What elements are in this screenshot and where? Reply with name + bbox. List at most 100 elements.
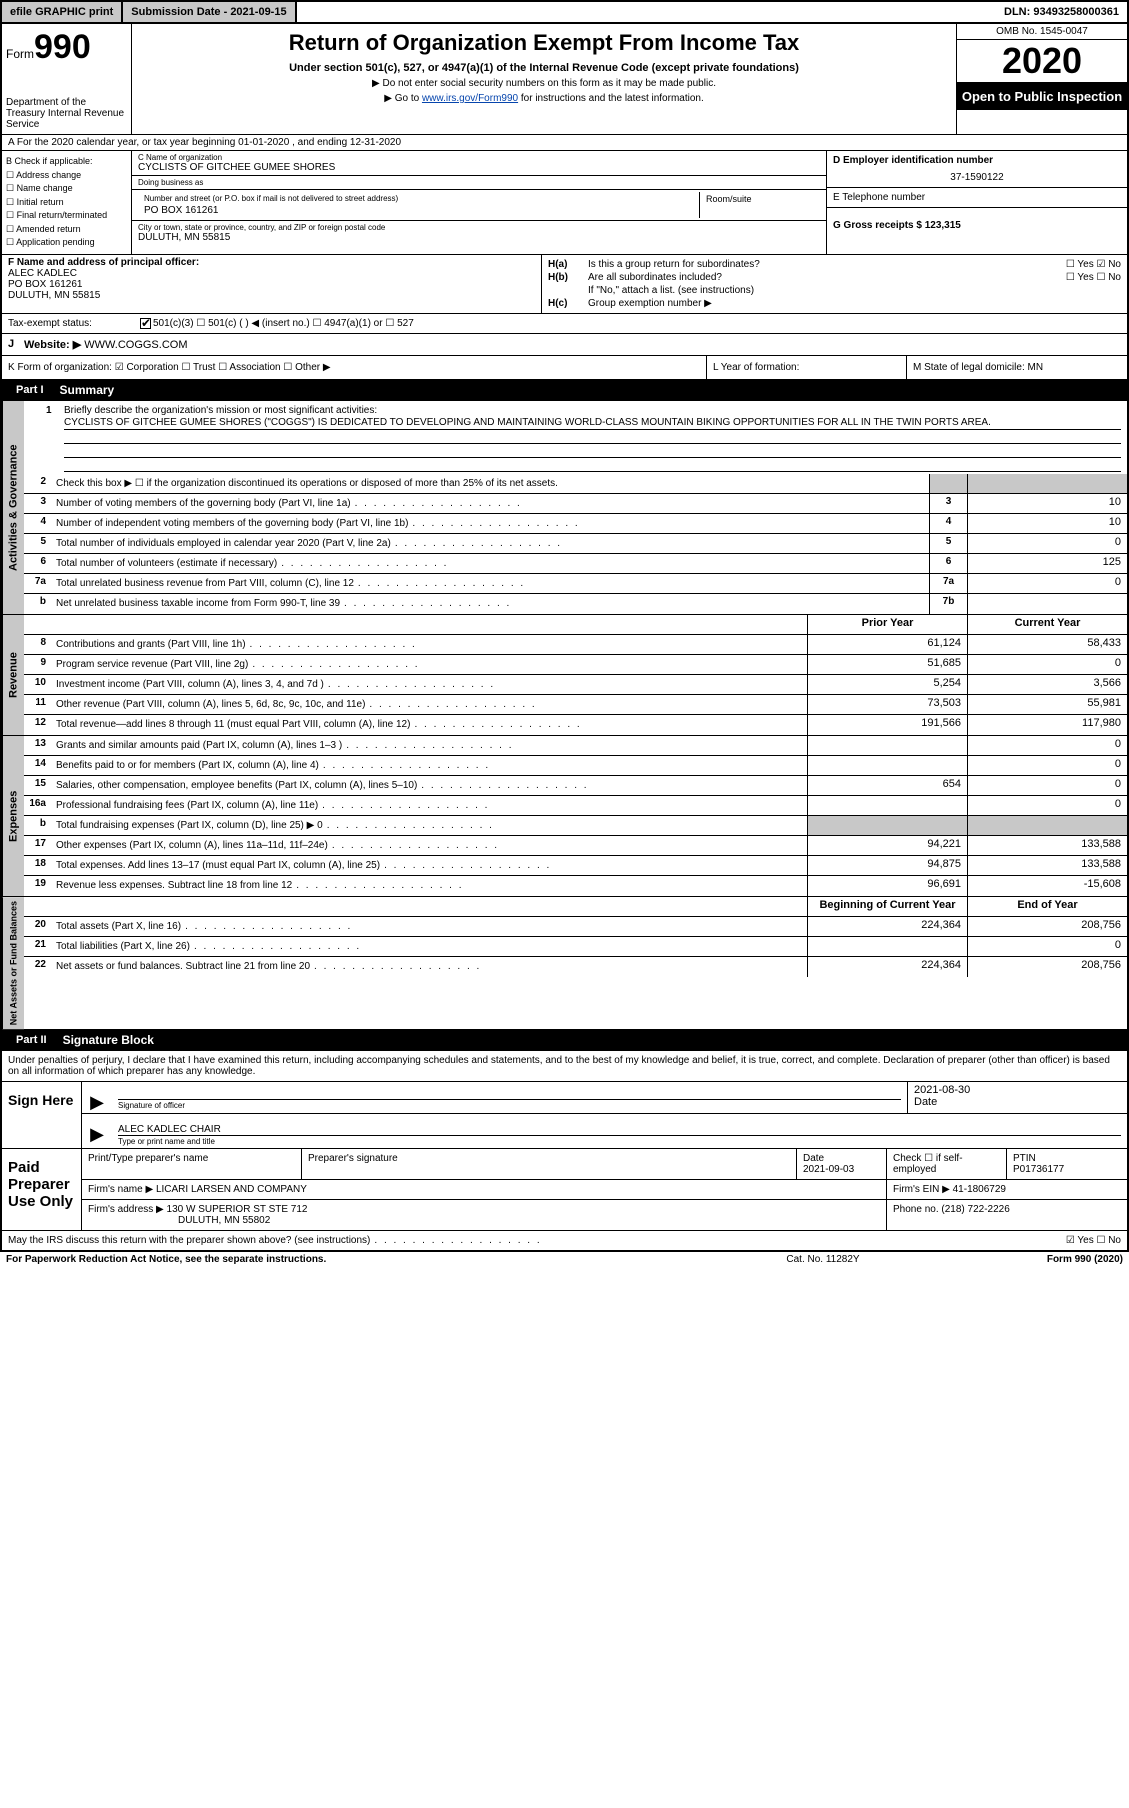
row-num: 20	[24, 917, 52, 936]
row-desc: Grants and similar amounts paid (Part IX…	[52, 736, 807, 755]
current-value: 0	[967, 796, 1127, 815]
prior-value: 94,875	[807, 856, 967, 875]
table-row: 5Total number of individuals employed in…	[24, 534, 1127, 554]
firm-ein: 41-1806729	[953, 1184, 1006, 1195]
row-num: b	[24, 594, 52, 614]
row-desc: Total assets (Part X, line 16)	[52, 917, 807, 936]
officer-name-caption: Type or print name and title	[118, 1136, 1121, 1146]
governance-section: Activities & Governance 1 Briefly descri…	[2, 400, 1127, 614]
sign-here-block: Sign Here ▶ Signature of officer 2021-08…	[2, 1081, 1127, 1148]
row-tax-status: Tax-exempt status: 501(c)(3) ☐ 501(c) ( …	[2, 313, 1127, 333]
hc-label: H(c)	[548, 298, 588, 309]
sign-date-caption: Date	[914, 1096, 1121, 1108]
chk-pending[interactable]: ☐ Application pending	[6, 236, 127, 250]
row-desc: Total fundraising expenses (Part IX, col…	[52, 816, 807, 835]
hb-checkbox[interactable]: ☐ Yes ☐ No	[1011, 272, 1121, 283]
form-note2: ▶ Go to www.irs.gov/Form990 for instruct…	[140, 93, 948, 104]
table-row: 4Number of independent voting members of…	[24, 514, 1127, 534]
row-num: 13	[24, 736, 52, 755]
row-num: 12	[24, 715, 52, 735]
table-row: 7aTotal unrelated business revenue from …	[24, 574, 1127, 594]
open-inspection: Open to Public Inspection	[957, 83, 1127, 110]
firm-ein-label: Firm's EIN ▶	[893, 1184, 950, 1195]
l-year-formation: L Year of formation:	[707, 356, 907, 379]
prior-value	[807, 756, 967, 775]
row-idx: 7b	[929, 594, 967, 614]
current-value: -15,608	[967, 876, 1127, 896]
table-row: 12Total revenue—add lines 8 through 11 (…	[24, 715, 1127, 735]
efile-print-button[interactable]: efile GRAPHIC print	[2, 2, 123, 22]
governance-side-label: Activities & Governance	[2, 401, 24, 614]
row-desc: Number of voting members of the governin…	[52, 494, 929, 513]
row-desc: Total unrelated business revenue from Pa…	[52, 574, 929, 593]
prep-date-val: 2021-09-03	[803, 1164, 854, 1175]
table-row: 20Total assets (Part X, line 16)224,3642…	[24, 917, 1127, 937]
top-bar: efile GRAPHIC print Submission Date - 20…	[0, 0, 1129, 24]
row-num: 5	[24, 534, 52, 553]
discuss-row: May the IRS discuss this return with the…	[2, 1230, 1127, 1250]
prep-name-hdr: Print/Type preparer's name	[82, 1149, 302, 1179]
section-bcde: B Check if applicable: ☐ Address change …	[2, 150, 1127, 254]
chk-501c3[interactable]	[140, 318, 151, 329]
discuss-text: May the IRS discuss this return with the…	[8, 1235, 821, 1246]
room-label: Room/suite	[700, 192, 820, 218]
row-desc: Investment income (Part VIII, column (A)…	[52, 675, 807, 694]
firm-name: LICARI LARSEN AND COMPANY	[156, 1184, 307, 1195]
header-right: OMB No. 1545-0047 2020 Open to Public In…	[957, 24, 1127, 134]
officer-name-title: ALEC KADLEC CHAIR	[118, 1116, 1121, 1136]
col-c-org-info: C Name of organization CYCLISTS OF GITCH…	[132, 151, 827, 254]
chk-final-return[interactable]: ☐ Final return/terminated	[6, 209, 127, 223]
ha-checkbox[interactable]: ☐ Yes ☑ No	[1011, 259, 1121, 270]
row-desc: Contributions and grants (Part VIII, lin…	[52, 635, 807, 654]
prep-self-emp[interactable]: Check ☐ if self-employed	[887, 1149, 1007, 1179]
row-num: b	[24, 816, 52, 835]
chk-address-change[interactable]: ☐ Address change	[6, 169, 127, 183]
officer-addr1: PO BOX 161261	[8, 279, 535, 290]
row-desc: Total revenue—add lines 8 through 11 (mu…	[52, 715, 807, 735]
row-value: 0	[967, 534, 1127, 553]
current-value: 0	[967, 756, 1127, 775]
row-num: 3	[24, 494, 52, 513]
officer-addr2: DULUTH, MN 55815	[8, 290, 535, 301]
hb-note: If "No," attach a list. (see instruction…	[588, 285, 1121, 296]
section-fh: F Name and address of principal officer:…	[2, 254, 1127, 313]
tax-status-label: Tax-exempt status:	[8, 318, 138, 329]
org-name-label: C Name of organization	[138, 153, 820, 162]
signature-intro: Under penalties of perjury, I declare th…	[2, 1050, 1127, 1081]
row-value: 0	[967, 574, 1127, 593]
row-desc: Total liabilities (Part X, line 26)	[52, 937, 807, 956]
chk-amended[interactable]: ☐ Amended return	[6, 223, 127, 237]
row-num: 21	[24, 937, 52, 956]
m-state: M State of legal domicile: MN	[907, 356, 1127, 379]
row-desc: Net unrelated business taxable income fr…	[52, 594, 929, 614]
row-num: 16a	[24, 796, 52, 815]
ha-label: H(a)	[548, 259, 588, 270]
omb-number: OMB No. 1545-0047	[957, 24, 1127, 40]
firm-phone-label: Phone no.	[893, 1204, 939, 1215]
note2-post: for instructions and the latest informat…	[518, 93, 704, 104]
netassets-section: Net Assets or Fund Balances Beginning of…	[2, 896, 1127, 1029]
ein-label: D Employer identification number	[833, 155, 1121, 166]
prior-value: 96,691	[807, 876, 967, 896]
officer-name: ALEC KADLEC	[8, 268, 535, 279]
row-num: 11	[24, 695, 52, 714]
row-j-website: J Website: ▶ WWW.COGGS.COM	[2, 333, 1127, 355]
firm-phone: (218) 722-2226	[941, 1204, 1009, 1215]
chk-name-change[interactable]: ☐ Name change	[6, 182, 127, 196]
website-label: Website: ▶	[24, 339, 81, 351]
current-value: 133,588	[967, 836, 1127, 855]
row-desc: Total number of individuals employed in …	[52, 534, 929, 553]
discuss-checkbox[interactable]: ☑ Yes ☐ No	[821, 1235, 1121, 1246]
row-num: 19	[24, 876, 52, 896]
paid-preparer-label: Paid Preparer Use Only	[2, 1149, 82, 1230]
irs-link[interactable]: www.irs.gov/Form990	[422, 93, 518, 104]
chk-initial-return[interactable]: ☐ Initial return	[6, 196, 127, 210]
current-value: 55,981	[967, 695, 1127, 714]
col-b-checkboxes: B Check if applicable: ☐ Address change …	[2, 151, 132, 254]
row-num: 9	[24, 655, 52, 674]
part1-header: Part I Summary	[2, 379, 1127, 400]
row-desc: Number of independent voting members of …	[52, 514, 929, 533]
current-value: 0	[967, 776, 1127, 795]
ptin-label: PTIN	[1013, 1153, 1036, 1164]
form-990-label: 990	[34, 28, 91, 66]
